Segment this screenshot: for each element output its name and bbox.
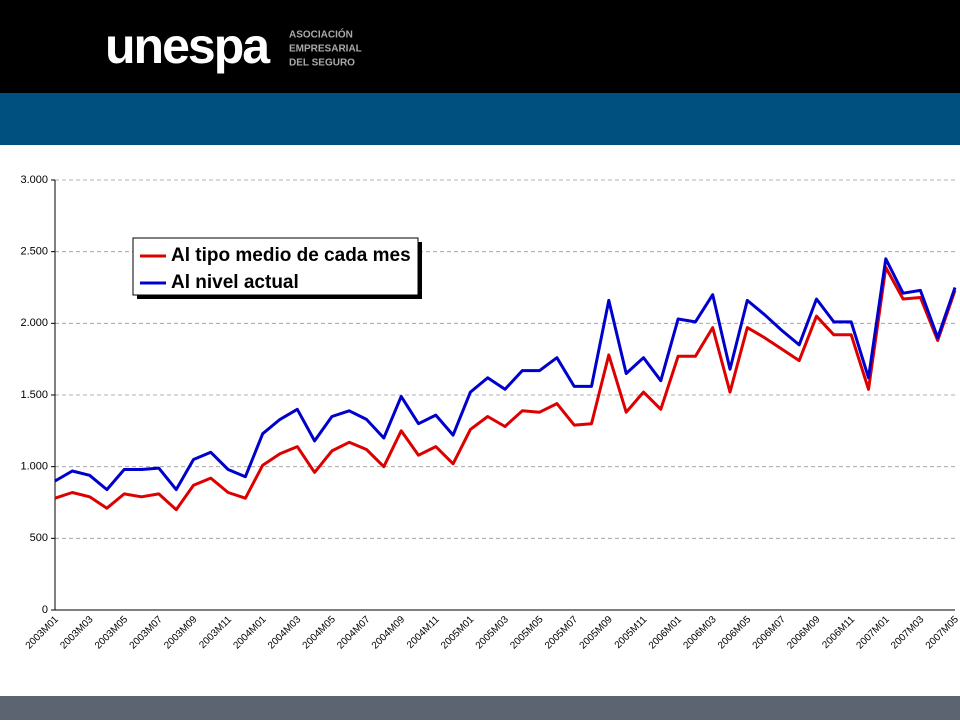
x-tick-label: 2004M05 bbox=[301, 614, 339, 652]
x-tick-label: 2007M01 bbox=[854, 614, 892, 652]
y-tick-label: 500 bbox=[30, 532, 48, 544]
footer-bar bbox=[0, 696, 960, 720]
x-tick-label: 2006M09 bbox=[785, 614, 823, 652]
legend-label: Al tipo medio de cada mes bbox=[171, 245, 411, 266]
x-tick-label: 2006M05 bbox=[716, 614, 754, 652]
x-tick-label: 2004M09 bbox=[370, 614, 408, 652]
y-tick-label: 1.000 bbox=[20, 461, 48, 473]
x-tick-label: 2004M11 bbox=[405, 614, 442, 651]
x-tick-label: 2005M11 bbox=[613, 614, 650, 651]
y-tick-label: 3.000 bbox=[20, 174, 48, 186]
x-tick-label: 2005M09 bbox=[578, 614, 616, 652]
x-tick-label: 2003M01 bbox=[24, 614, 62, 652]
x-tick-label: 2003M11 bbox=[197, 614, 234, 651]
x-tick-label: 2005M03 bbox=[474, 614, 512, 652]
x-tick-label: 2003M09 bbox=[162, 614, 200, 652]
brand-logo: unespa bbox=[105, 18, 271, 74]
legend: Al tipo medio de cada mes Al nivel actual bbox=[132, 237, 422, 299]
x-tick-label: 2006M07 bbox=[751, 614, 789, 652]
y-tick-label: 1.500 bbox=[20, 389, 48, 401]
x-tick-label: 2003M03 bbox=[58, 614, 96, 652]
x-tick-label: 2003M05 bbox=[93, 614, 131, 652]
x-tick-label: 2007M03 bbox=[889, 614, 927, 652]
y-tick-label: 2.500 bbox=[20, 246, 48, 258]
chart: 05001.0001.5002.0002.5003.0002003M012003… bbox=[20, 174, 960, 652]
x-tick-label: 2007M05 bbox=[924, 614, 960, 652]
brand-tagline: ASOCIACIÓN bbox=[289, 28, 353, 41]
y-tick-label: 2.000 bbox=[20, 317, 48, 329]
x-tick-label: 2006M11 bbox=[820, 614, 857, 651]
brand-tagline: DEL SEGURO bbox=[289, 58, 355, 69]
x-tick-label: 2006M03 bbox=[681, 614, 719, 652]
y-tick-label: 0 bbox=[42, 604, 48, 616]
x-tick-label: 2005M01 bbox=[439, 614, 477, 652]
series-line bbox=[54, 257, 957, 492]
legend-box bbox=[132, 237, 419, 296]
x-tick-label: 2006M01 bbox=[647, 614, 685, 652]
series-line bbox=[54, 265, 957, 512]
brand-tagline: EMPRESARIAL bbox=[289, 44, 362, 55]
x-tick-label: 2004M01 bbox=[231, 614, 269, 652]
legend-label: Al nivel actual bbox=[171, 272, 299, 293]
header-bar bbox=[0, 0, 960, 93]
x-tick-label: 2003M07 bbox=[128, 614, 166, 652]
blue-band bbox=[0, 93, 960, 145]
x-tick-label: 2004M07 bbox=[335, 614, 373, 652]
x-tick-label: 2005M07 bbox=[543, 614, 581, 652]
x-tick-label: 2005M05 bbox=[508, 614, 546, 652]
x-tick-label: 2004M03 bbox=[266, 614, 304, 652]
